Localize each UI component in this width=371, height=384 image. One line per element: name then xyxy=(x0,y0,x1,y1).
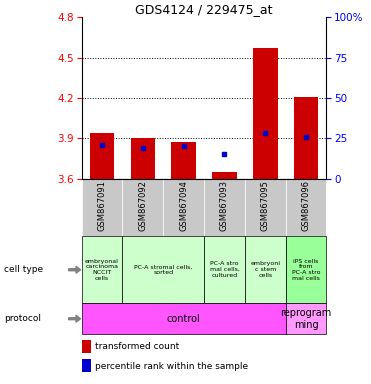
Bar xyxy=(286,303,326,334)
Bar xyxy=(82,359,91,372)
Text: iPS cells
from
PC-A stro
mal cells: iPS cells from PC-A stro mal cells xyxy=(292,258,320,281)
Bar xyxy=(171,142,196,179)
Bar xyxy=(245,179,286,236)
Text: GSM867094: GSM867094 xyxy=(179,180,188,231)
Bar xyxy=(131,138,155,179)
Title: GDS4124 / 229475_at: GDS4124 / 229475_at xyxy=(135,3,273,16)
Bar xyxy=(82,179,122,236)
Bar xyxy=(82,339,91,353)
Bar xyxy=(245,236,286,303)
Text: GSM867093: GSM867093 xyxy=(220,180,229,231)
Text: protocol: protocol xyxy=(4,314,41,323)
Text: control: control xyxy=(167,314,200,324)
Text: GSM867096: GSM867096 xyxy=(302,180,311,231)
Text: embryoni
c stem
cells: embryoni c stem cells xyxy=(250,262,280,278)
Bar xyxy=(82,236,122,303)
Text: transformed count: transformed count xyxy=(95,343,179,351)
Bar xyxy=(90,133,114,179)
Bar xyxy=(122,236,204,303)
Text: embryonal
carcinoma
NCCIT
cells: embryonal carcinoma NCCIT cells xyxy=(85,258,119,281)
Bar xyxy=(204,179,245,236)
Bar xyxy=(253,48,278,179)
Bar xyxy=(204,236,245,303)
Text: GSM867095: GSM867095 xyxy=(261,180,270,231)
Bar xyxy=(212,172,237,179)
Text: percentile rank within the sample: percentile rank within the sample xyxy=(95,362,248,371)
Bar xyxy=(163,179,204,236)
Bar xyxy=(294,97,318,179)
Bar xyxy=(286,236,326,303)
Text: PC-A stromal cells,
sorted: PC-A stromal cells, sorted xyxy=(134,264,193,275)
Text: reprogram
ming: reprogram ming xyxy=(280,308,332,329)
Bar xyxy=(82,303,286,334)
Text: GSM867092: GSM867092 xyxy=(138,180,147,231)
Text: cell type: cell type xyxy=(4,265,43,274)
Bar xyxy=(286,179,326,236)
Text: GSM867091: GSM867091 xyxy=(98,180,106,231)
Text: PC-A stro
mal cells,
cultured: PC-A stro mal cells, cultured xyxy=(210,262,239,278)
Bar xyxy=(122,179,163,236)
